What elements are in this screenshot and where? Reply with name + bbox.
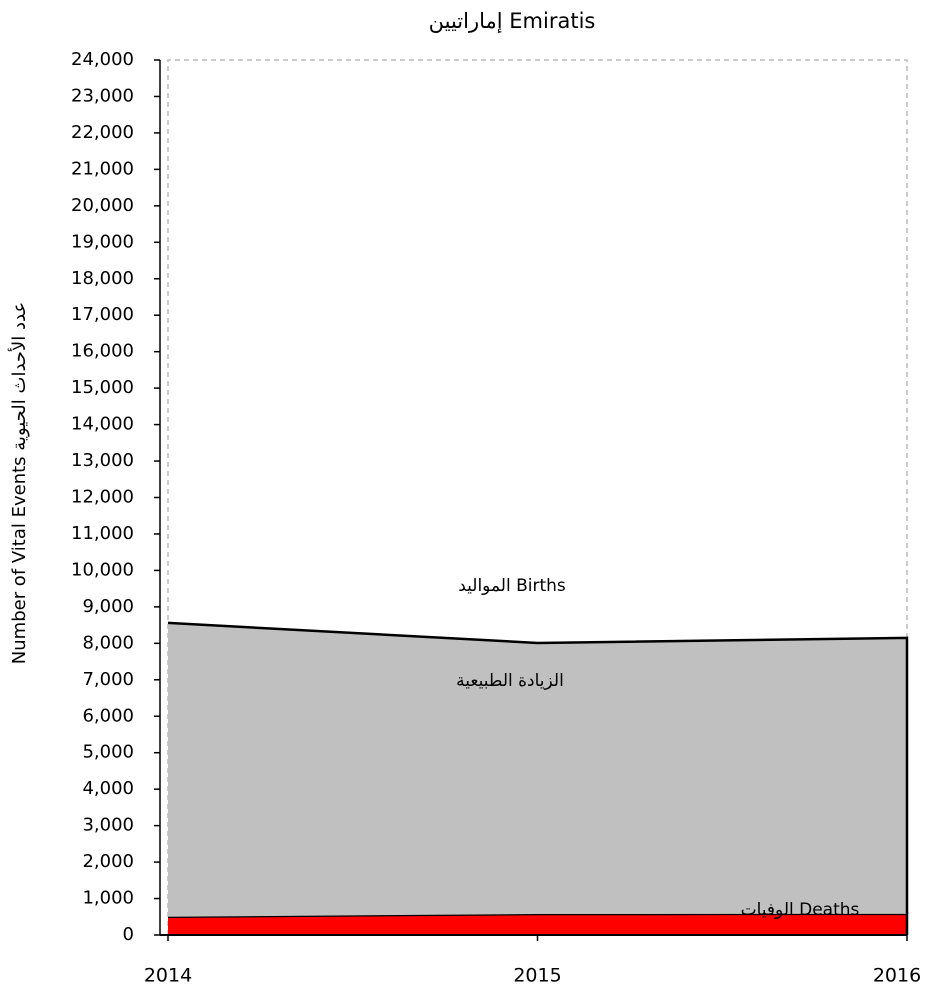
y-tick-label: 18,000 xyxy=(71,268,134,289)
area xyxy=(168,622,907,917)
y-tick-label: 3,000 xyxy=(82,815,134,836)
y-tick-label: 22,000 xyxy=(71,122,134,143)
y-tick-label: 24,000 xyxy=(71,49,134,70)
y-tick-label: 15,000 xyxy=(71,377,134,398)
chart-title: إماراتيين Emiratis xyxy=(429,9,596,34)
y-tick-label: 5,000 xyxy=(82,742,134,763)
y-tick-label: 16,000 xyxy=(71,341,134,362)
plot-border xyxy=(167,59,908,935)
y-tick-label: 11,000 xyxy=(71,523,134,544)
x-tick-label: 2014 xyxy=(144,965,192,987)
series-label: الوفيات Deaths xyxy=(741,900,860,920)
annotation: المواليد Births xyxy=(458,576,566,596)
y-tick-label: 7,000 xyxy=(82,669,134,690)
y-tick-label: 17,000 xyxy=(71,304,134,325)
y-tick-label: 9,000 xyxy=(82,596,134,617)
y-tick-label: 4,000 xyxy=(82,778,134,799)
x-tick-label: 2016 xyxy=(873,965,921,987)
y-tick-label: 8,000 xyxy=(82,632,134,653)
area-line xyxy=(167,621,909,914)
y-tick-label: 21,000 xyxy=(71,158,134,179)
y-tick-label: 10,000 xyxy=(71,559,134,580)
y-tick-label: 19,000 xyxy=(71,231,134,252)
y-axis-title: Number of Vital Events عدد الأحداث الحيو… xyxy=(8,302,30,664)
y-tick-label: 1,000 xyxy=(82,888,134,909)
y-tick-label: 20,000 xyxy=(71,195,134,216)
y-tick-label: 12,000 xyxy=(71,487,134,508)
area xyxy=(168,913,907,935)
x-tick-label: 2015 xyxy=(513,965,561,987)
y-tick-label: 2,000 xyxy=(82,851,134,872)
y-tick-label: 6,000 xyxy=(82,705,134,726)
y-tick-label: 0 xyxy=(123,924,134,945)
y-tick-label: 14,000 xyxy=(71,414,134,435)
y-tick-label: 13,000 xyxy=(71,450,134,471)
y-tick-label: 23,000 xyxy=(71,85,134,106)
series-label: الزيادة الطبيعية xyxy=(456,671,564,691)
